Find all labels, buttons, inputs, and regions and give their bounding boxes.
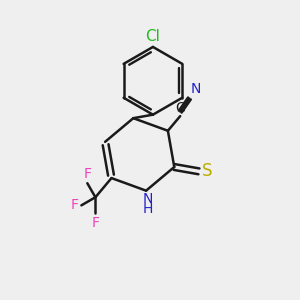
- Text: F: F: [70, 198, 78, 212]
- Text: C: C: [175, 100, 185, 115]
- Text: N: N: [142, 192, 153, 206]
- Text: H: H: [142, 202, 153, 216]
- Text: Cl: Cl: [146, 29, 160, 44]
- Text: N: N: [191, 82, 201, 96]
- Text: F: F: [83, 167, 91, 181]
- Text: S: S: [202, 162, 212, 180]
- Text: F: F: [92, 216, 99, 230]
